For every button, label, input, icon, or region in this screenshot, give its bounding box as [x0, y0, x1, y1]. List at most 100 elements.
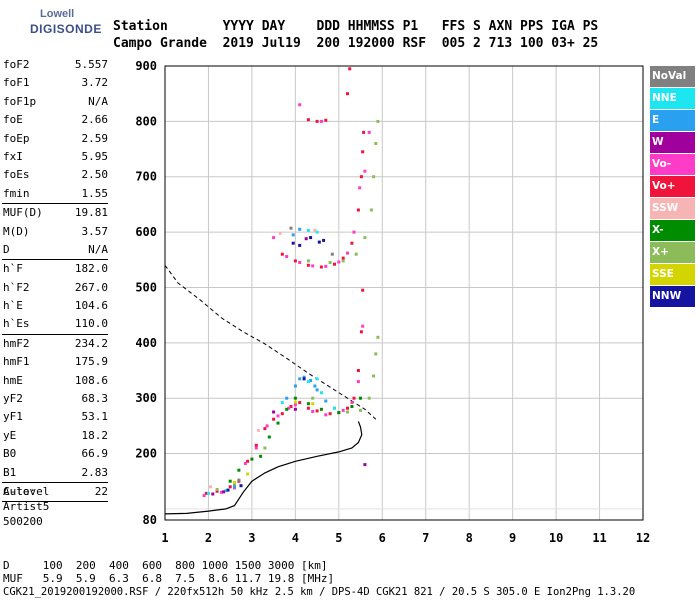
echo-point [243, 462, 247, 465]
echo-point [359, 408, 362, 412]
x-tick-label: 6 [379, 531, 386, 545]
param-row: fmin 1.55 [0, 185, 110, 203]
echo-point [350, 401, 354, 405]
param-name: foEs [3, 168, 30, 182]
echo-point [319, 407, 323, 411]
echo-point [324, 413, 328, 417]
param-value: 22 [94, 484, 108, 498]
echo-point [361, 288, 365, 292]
x-tick-label: 8 [466, 531, 473, 545]
echo-point [315, 388, 319, 392]
echo-point [285, 407, 289, 411]
y-tick-label: 200 [135, 447, 157, 461]
echo-point [311, 396, 315, 400]
legend-item: NNE [650, 88, 695, 109]
echo-point [352, 396, 356, 400]
echo-point [337, 411, 341, 415]
echo-point [363, 169, 367, 173]
y-tick-label: 300 [135, 391, 157, 405]
legend-item: W [650, 132, 695, 153]
y-tick-label: 80 [143, 513, 157, 527]
y-tick-label: 400 [135, 336, 157, 350]
echo-point [315, 409, 319, 413]
echo-point [272, 236, 276, 240]
echo-point [209, 485, 213, 489]
echo-point [333, 406, 336, 410]
param-separator [2, 333, 108, 335]
param-row: foF1 3.72 [0, 74, 110, 92]
echo-point [361, 150, 365, 154]
param-value: 108.6 [74, 373, 108, 387]
echo-point [289, 405, 293, 408]
legend-item: SSE [650, 264, 695, 285]
param-name: foEp [3, 131, 30, 145]
echo-point [250, 457, 254, 461]
param-value: 19.81 [74, 206, 108, 220]
echo-point [215, 489, 219, 493]
autoscaling-info: Auto: Artist5 500200 [3, 484, 49, 529]
param-row: h`F2 267.0 [0, 279, 110, 297]
param-row: M(D) 3.57 [0, 223, 110, 241]
param-name: B1 [3, 465, 17, 479]
param-name: hmF2 [3, 336, 30, 350]
echo-point [276, 421, 280, 425]
param-value: 53.1 [81, 410, 109, 424]
echo-point [374, 142, 378, 145]
echo-point [293, 259, 297, 263]
echo-point [306, 118, 310, 122]
muf-curve [164, 265, 377, 420]
echo-point [272, 410, 276, 414]
echo-point [363, 463, 367, 467]
density-profile [164, 421, 363, 515]
echo-point [298, 377, 302, 381]
echo-point [322, 238, 326, 242]
param-separator [2, 481, 108, 483]
param-name: foE [3, 113, 23, 127]
echo-point [376, 119, 380, 123]
param-value: 2.59 [81, 131, 109, 145]
echo-point [298, 103, 302, 107]
echo-point [280, 412, 284, 416]
digisonde-logo: Lowell DIGISONDE [8, 6, 108, 40]
param-name: MUF(D) [3, 206, 43, 220]
echo-point [302, 375, 306, 379]
x-tick-label: 11 [592, 531, 606, 545]
echo-point [306, 406, 310, 410]
echo-point [233, 480, 236, 484]
param-row: h`E 104.6 [0, 297, 110, 315]
header-values: Campo Grande 2019 Jul19 200 192000 RSF 0… [113, 36, 599, 51]
legend-item: NoVal [650, 66, 695, 87]
auto-label: Auto: [3, 485, 37, 498]
echo-point [374, 352, 378, 356]
echo-point [267, 435, 271, 439]
param-name: B0 [3, 447, 17, 461]
echo-point [280, 252, 284, 256]
echo-point [215, 488, 219, 491]
echo-point [222, 490, 226, 494]
param-row: D N/A [0, 241, 110, 259]
echo-point [289, 226, 293, 230]
echo-point [330, 252, 334, 256]
legend-item: X- [650, 220, 695, 241]
echo-point [376, 335, 380, 339]
echo-point [358, 186, 362, 190]
echo-point [356, 208, 360, 212]
param-row: B0 66.9 [0, 445, 110, 463]
legend-item: NNW [650, 286, 695, 307]
echo-point [291, 233, 295, 237]
echo-point [313, 228, 317, 232]
echo-point [259, 454, 263, 458]
auto-code: 500200 [3, 515, 43, 528]
echo-point [224, 489, 228, 493]
echo-point [207, 491, 210, 495]
echo-point [309, 379, 313, 382]
param-value: N/A [88, 242, 108, 256]
param-row: foEp 2.59 [0, 130, 110, 148]
param-name: M(D) [3, 224, 30, 238]
echo-point [311, 402, 315, 406]
echo-point [350, 405, 354, 408]
echo-point [341, 256, 345, 260]
param-value: 182.0 [74, 262, 108, 276]
param-row: yF1 53.1 [0, 408, 110, 426]
